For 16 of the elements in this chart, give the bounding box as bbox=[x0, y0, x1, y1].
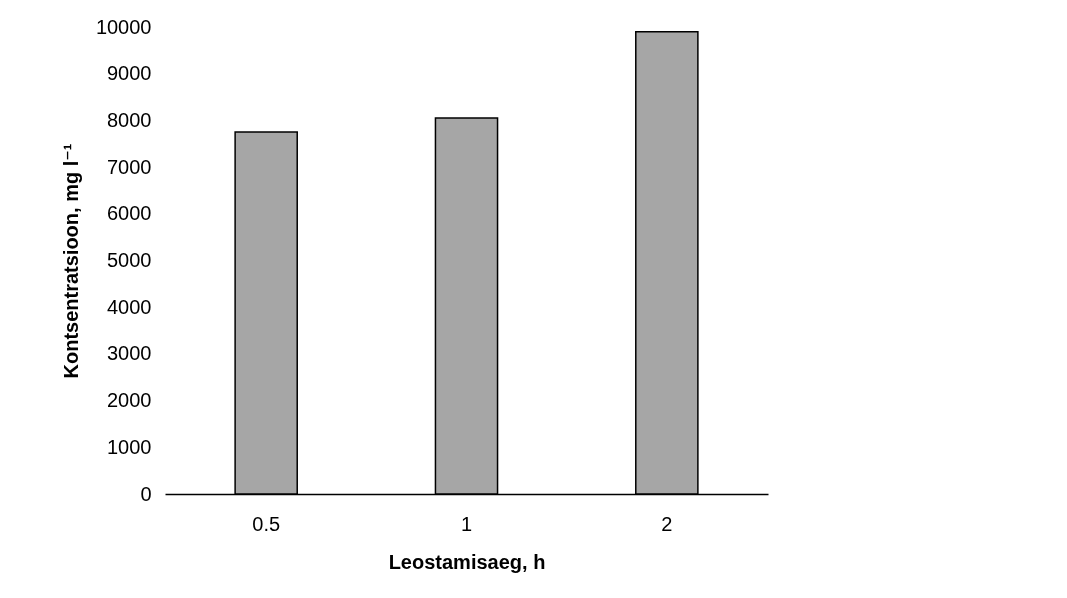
y-axis-title: Kontsentratsioon, mg l⁻¹ bbox=[59, 143, 82, 379]
y-tick-label: 9000 bbox=[107, 62, 152, 85]
y-tick-label: 8000 bbox=[107, 108, 152, 131]
y-tick-label: 10000 bbox=[95, 15, 152, 38]
x-tick-label: 2 bbox=[661, 512, 673, 535]
y-tick-label: 5000 bbox=[107, 249, 152, 271]
y-tick-label: 0 bbox=[140, 482, 152, 505]
y-tick-label: 7000 bbox=[107, 155, 152, 178]
x-tick-label: 0.5 bbox=[252, 512, 281, 535]
y-tick-label: 6000 bbox=[107, 202, 152, 225]
y-tick-label: 3000 bbox=[107, 342, 152, 365]
y-tick-label: 2000 bbox=[107, 389, 152, 412]
y-tick-label: 4000 bbox=[107, 295, 152, 318]
y-tick-label: 1000 bbox=[107, 435, 152, 458]
x-axis-title: Leostamisaeg, h bbox=[388, 550, 546, 573]
x-tick-label: 1 bbox=[460, 512, 473, 535]
